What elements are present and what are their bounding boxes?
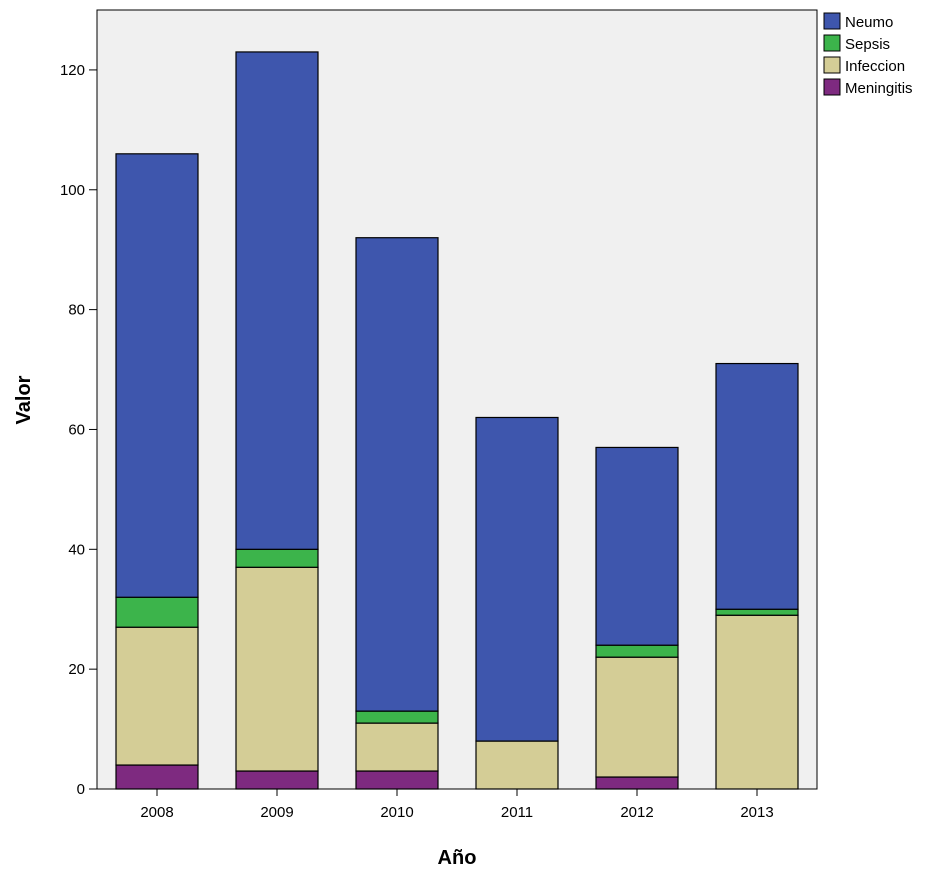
bar-meningitis-2008 [115,764,199,790]
y-tick-label: 120 [60,62,85,79]
bar-sepsis-2010 [355,710,439,724]
bar-neumo-2009 [235,51,319,550]
bar-infeccion-2012 [595,656,679,778]
y-tick-label: 20 [68,661,85,678]
x-tick-label: 2010 [380,804,413,821]
y-tick-label: 0 [77,781,85,798]
y-tick-label: 80 [68,302,85,319]
x-tick-label: 2012 [620,804,653,821]
legend-swatch-neumo [823,12,841,30]
bar-neumo-2012 [595,446,679,646]
bar-neumo-2008 [115,153,199,598]
bar-neumo-2011 [475,416,559,742]
bar-infeccion-2011 [475,740,559,790]
legend-swatch-infeccion [823,56,841,74]
bar-sepsis-2009 [235,548,319,568]
legend: Neumo Sepsis Infeccion Meningitis [823,12,913,97]
y-axis-title: Valor [13,375,35,424]
bar-neumo-2010 [355,237,439,712]
x-tick-label: 2008 [140,804,173,821]
y-axis: 0 20 40 60 80 100 120 [60,62,97,798]
plot-area [96,9,818,790]
legend-label-meningitis: Meningitis [845,80,913,97]
x-axis: 2008 2009 2010 2011 2012 2013 [140,789,774,821]
bar-meningitis-2010 [355,770,439,790]
y-tick-label: 60 [68,421,85,438]
legend-swatch-meningitis [823,78,841,96]
bar-sepsis-2013 [715,608,799,616]
legend-label-infeccion: Infeccion [845,58,905,75]
y-tick-label: 100 [60,182,85,199]
bar-infeccion-2009 [235,566,319,772]
bar-meningitis-2009 [235,770,319,790]
legend-swatch-sepsis [823,34,841,52]
x-axis-title: Año [438,847,477,869]
bar-infeccion-2010 [355,722,439,772]
x-tick-label: 2011 [501,804,533,821]
bar-neumo-2013 [715,362,799,610]
bar-infeccion-2008 [115,626,199,766]
bar-sepsis-2008 [115,596,199,628]
bars-group [115,51,799,790]
legend-label-sepsis: Sepsis [845,36,890,53]
legend-label-neumo: Neumo [845,14,893,31]
x-tick-label: 2009 [260,804,293,821]
y-tick-label: 40 [68,541,85,558]
bar-infeccion-2013 [715,614,799,790]
x-tick-label: 2013 [740,804,773,821]
bar-sepsis-2012 [595,644,679,658]
bar-meningitis-2012 [595,776,679,790]
